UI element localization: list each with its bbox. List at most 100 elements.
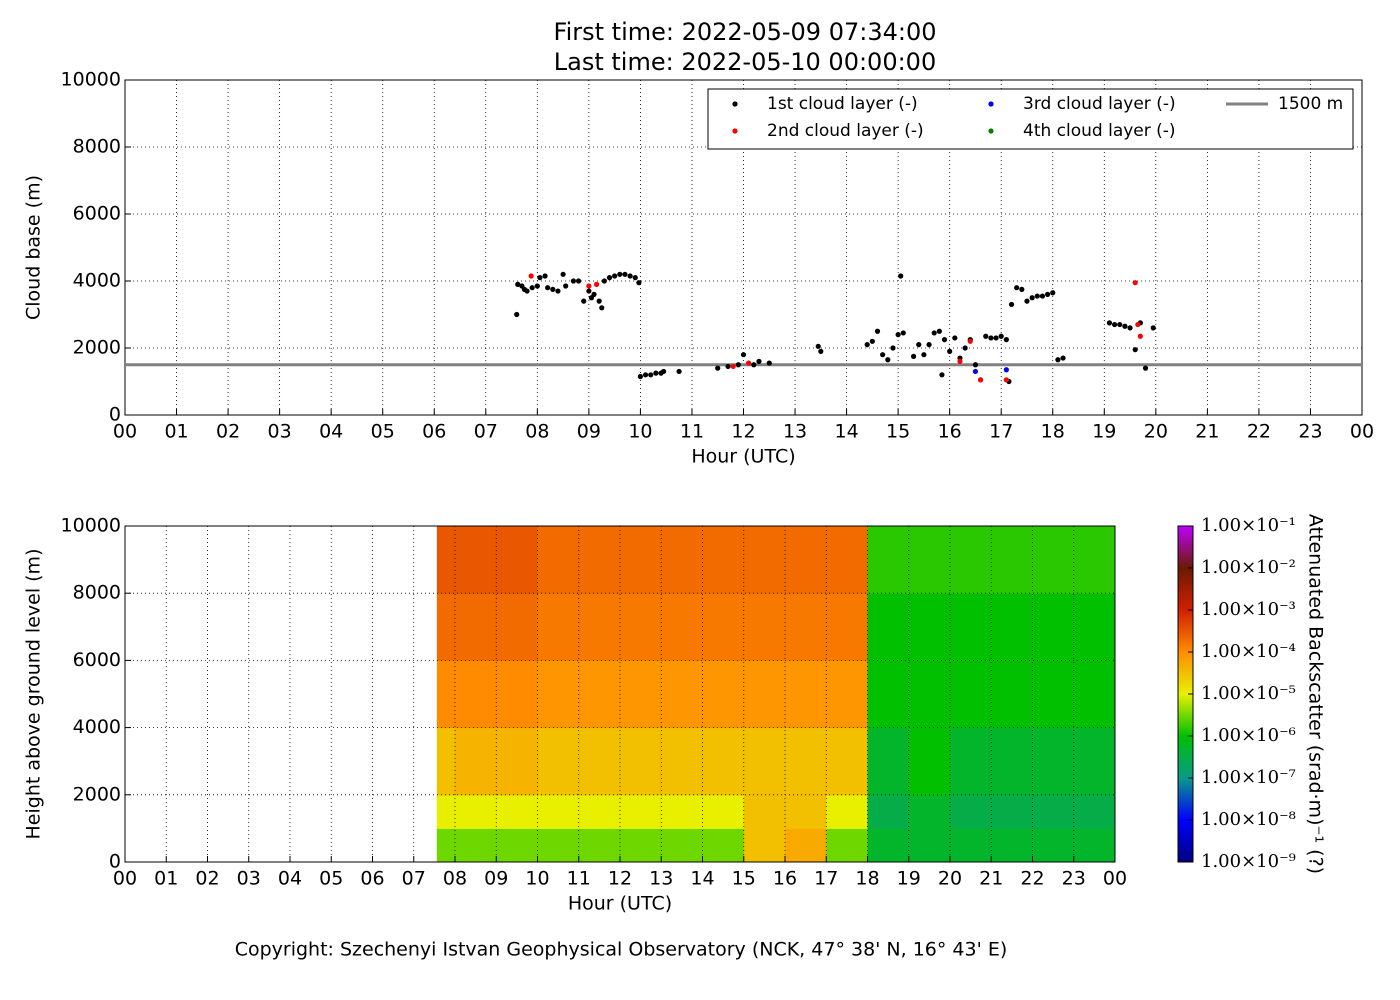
- data-point: [570, 278, 577, 284]
- data-point: [622, 271, 628, 277]
- heatmap-cell: [702, 593, 745, 661]
- heatmap-cell: [826, 794, 868, 829]
- heatmap-cell: [620, 593, 662, 661]
- heatmap-cell: [743, 593, 786, 661]
- y-tick-label: 0: [109, 404, 121, 426]
- colorbar-tick-label: 1.00×10⁻³: [1201, 599, 1296, 620]
- x-tick-label: 21: [1195, 421, 1219, 443]
- heatmap-cell: [950, 526, 992, 594]
- x-tick-label: 13: [649, 868, 673, 890]
- data-point: [1003, 367, 1009, 373]
- data-point: [818, 348, 824, 354]
- data-point: [1150, 325, 1156, 331]
- heatmap-cell: [867, 526, 910, 594]
- data-point: [1137, 333, 1143, 339]
- heatmap-cell: [950, 794, 992, 829]
- data-point: [581, 298, 587, 304]
- x-tick-label: 04: [319, 421, 343, 443]
- heatmap-cell: [436, 660, 456, 729]
- heatmap-cell: [1073, 794, 1116, 829]
- y-tick-label: 4000: [73, 716, 121, 738]
- data-point: [575, 278, 582, 284]
- x-tick-label: 17: [989, 421, 1013, 443]
- data-point: [1019, 286, 1025, 292]
- data-point: [725, 363, 731, 370]
- heatmap-cell: [1032, 794, 1075, 829]
- x-tick-label: 07: [474, 421, 498, 443]
- data-point: [1112, 321, 1118, 328]
- heatmap-cell: [578, 727, 621, 796]
- data-point: [1050, 290, 1056, 296]
- x-tick-label: 12: [731, 421, 755, 443]
- x-tick-label: 14: [834, 421, 858, 443]
- y-axis-label: Cloud base (m): [23, 175, 45, 320]
- data-point: [972, 368, 979, 375]
- colorbar-tick-label: 1.00×10⁻⁸: [1201, 809, 1296, 830]
- data-point: [898, 273, 904, 279]
- data-point: [534, 283, 540, 289]
- data-point: [617, 271, 623, 277]
- heatmap-cell: [991, 727, 1033, 796]
- data-point: [632, 275, 638, 281]
- data-point: [740, 352, 747, 358]
- x-tick-label: 03: [237, 868, 261, 890]
- heatmap-cell: [455, 593, 497, 661]
- heatmap-cell: [702, 526, 745, 594]
- x-tick-label: 01: [154, 868, 178, 890]
- heatmap-cell: [702, 660, 745, 729]
- heatmap-cell: [455, 526, 497, 594]
- heatmap-cell: [908, 593, 951, 661]
- data-point: [874, 328, 881, 334]
- heatmap-cell: [661, 660, 703, 729]
- x-tick-label: 12: [608, 868, 632, 890]
- heatmap-cell: [826, 828, 868, 863]
- heatmap-cell: [785, 593, 827, 661]
- x-tick-label: 05: [371, 421, 395, 443]
- data-point: [895, 332, 901, 338]
- data-point: [1122, 323, 1128, 329]
- data-point: [642, 372, 649, 378]
- legend-label: 1500 m: [1278, 94, 1343, 114]
- x-tick-label: 23: [1298, 421, 1322, 443]
- x-tick-label: 10: [628, 421, 652, 443]
- data-point: [1024, 298, 1030, 304]
- heatmap-cell: [1073, 727, 1116, 796]
- data-point: [941, 337, 948, 343]
- data-point: [601, 278, 607, 284]
- data-point: [599, 305, 605, 311]
- x-tick-label: 20: [1144, 421, 1168, 443]
- heatmap-cell: [537, 828, 580, 863]
- x-tick-label: 19: [897, 868, 921, 890]
- x-tick-label: 02: [216, 421, 240, 443]
- x-tick-label: 15: [732, 868, 756, 890]
- x-axis-label: Hour (UTC): [691, 446, 795, 468]
- data-point: [864, 342, 870, 348]
- data-point: [596, 298, 602, 304]
- heatmap-cell: [785, 727, 827, 796]
- heatmap-cell: [950, 828, 992, 863]
- data-point: [766, 360, 772, 366]
- data-point: [1127, 325, 1133, 331]
- heatmap-cell: [950, 660, 992, 729]
- heatmap-cell: [785, 660, 827, 729]
- y-tick-label: 0: [109, 851, 121, 873]
- y-tick-label: 2000: [73, 337, 121, 359]
- x-tick-label: 23: [1062, 868, 1086, 890]
- data-point: [900, 330, 906, 336]
- heatmap-cell: [661, 828, 703, 863]
- data-point: [524, 288, 530, 294]
- data-point: [880, 352, 886, 358]
- heatmap-cell: [908, 794, 951, 829]
- heatmap-cell: [1032, 526, 1075, 594]
- plot-frame: [124, 79, 1363, 416]
- data-point: [537, 275, 543, 281]
- x-tick-label: 15: [886, 421, 910, 443]
- x-tick-label: 16: [938, 421, 962, 443]
- y-tick-label: 4000: [73, 270, 121, 292]
- data-point: [931, 330, 937, 336]
- heatmap-cell: [1032, 660, 1075, 729]
- heatmap-cell: [496, 526, 538, 594]
- x-tick-label: 17: [814, 868, 838, 890]
- data-point: [962, 345, 968, 351]
- heatmap-cell: [826, 660, 868, 729]
